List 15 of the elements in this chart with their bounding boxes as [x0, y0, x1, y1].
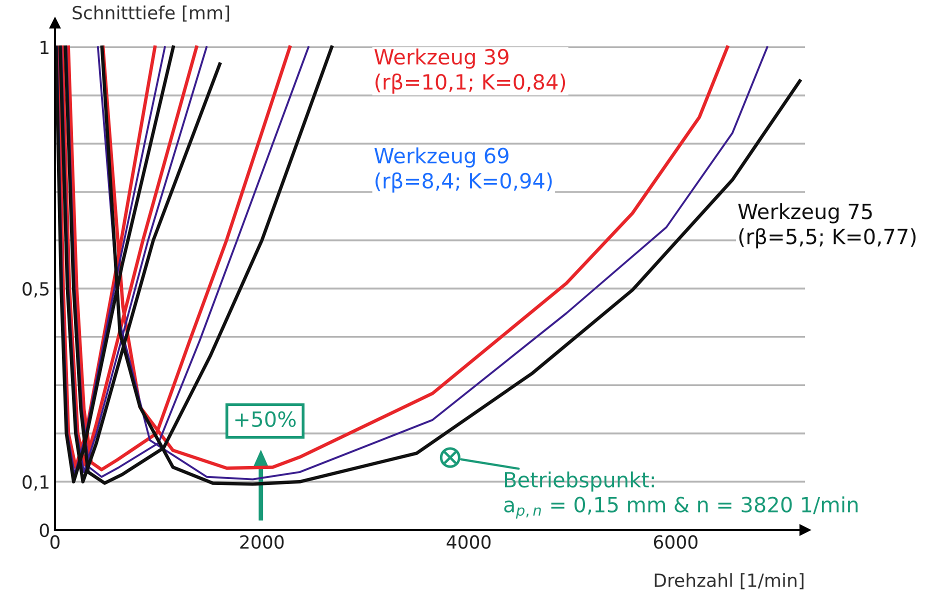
y-axis-title: Schnitttiefe [mm] [72, 6, 230, 22]
x-tick-label: 4000 [446, 535, 491, 549]
annotation: Werkzeug 69 (rβ=8,4; K=0,94) [374, 147, 552, 193]
y-tick-label: 1 [40, 40, 48, 54]
annotation: Werkzeug 75 (rβ=5,5; K=0,77) [738, 203, 916, 248]
annotation: +50% [235, 411, 296, 428]
annotation: Werkzeug 39 (rβ=10,1; K=0,84) [374, 48, 566, 94]
annotation: Betriebspunkt: a$_{p,n}$ = 0,15 mm & n = 3820 1/min [504, 471, 858, 519]
x-tick-label: 2000 [240, 535, 284, 549]
x-tick-label: 6000 [654, 535, 698, 549]
x-axis-title: Drehzahl [1/min] [654, 573, 804, 590]
y-tick-label: 0 [40, 523, 49, 538]
x-tick-label: 0 [50, 535, 60, 549]
y-tick-label: 0,5 [22, 282, 49, 298]
y-tick-label: 0,1 [22, 475, 48, 491]
